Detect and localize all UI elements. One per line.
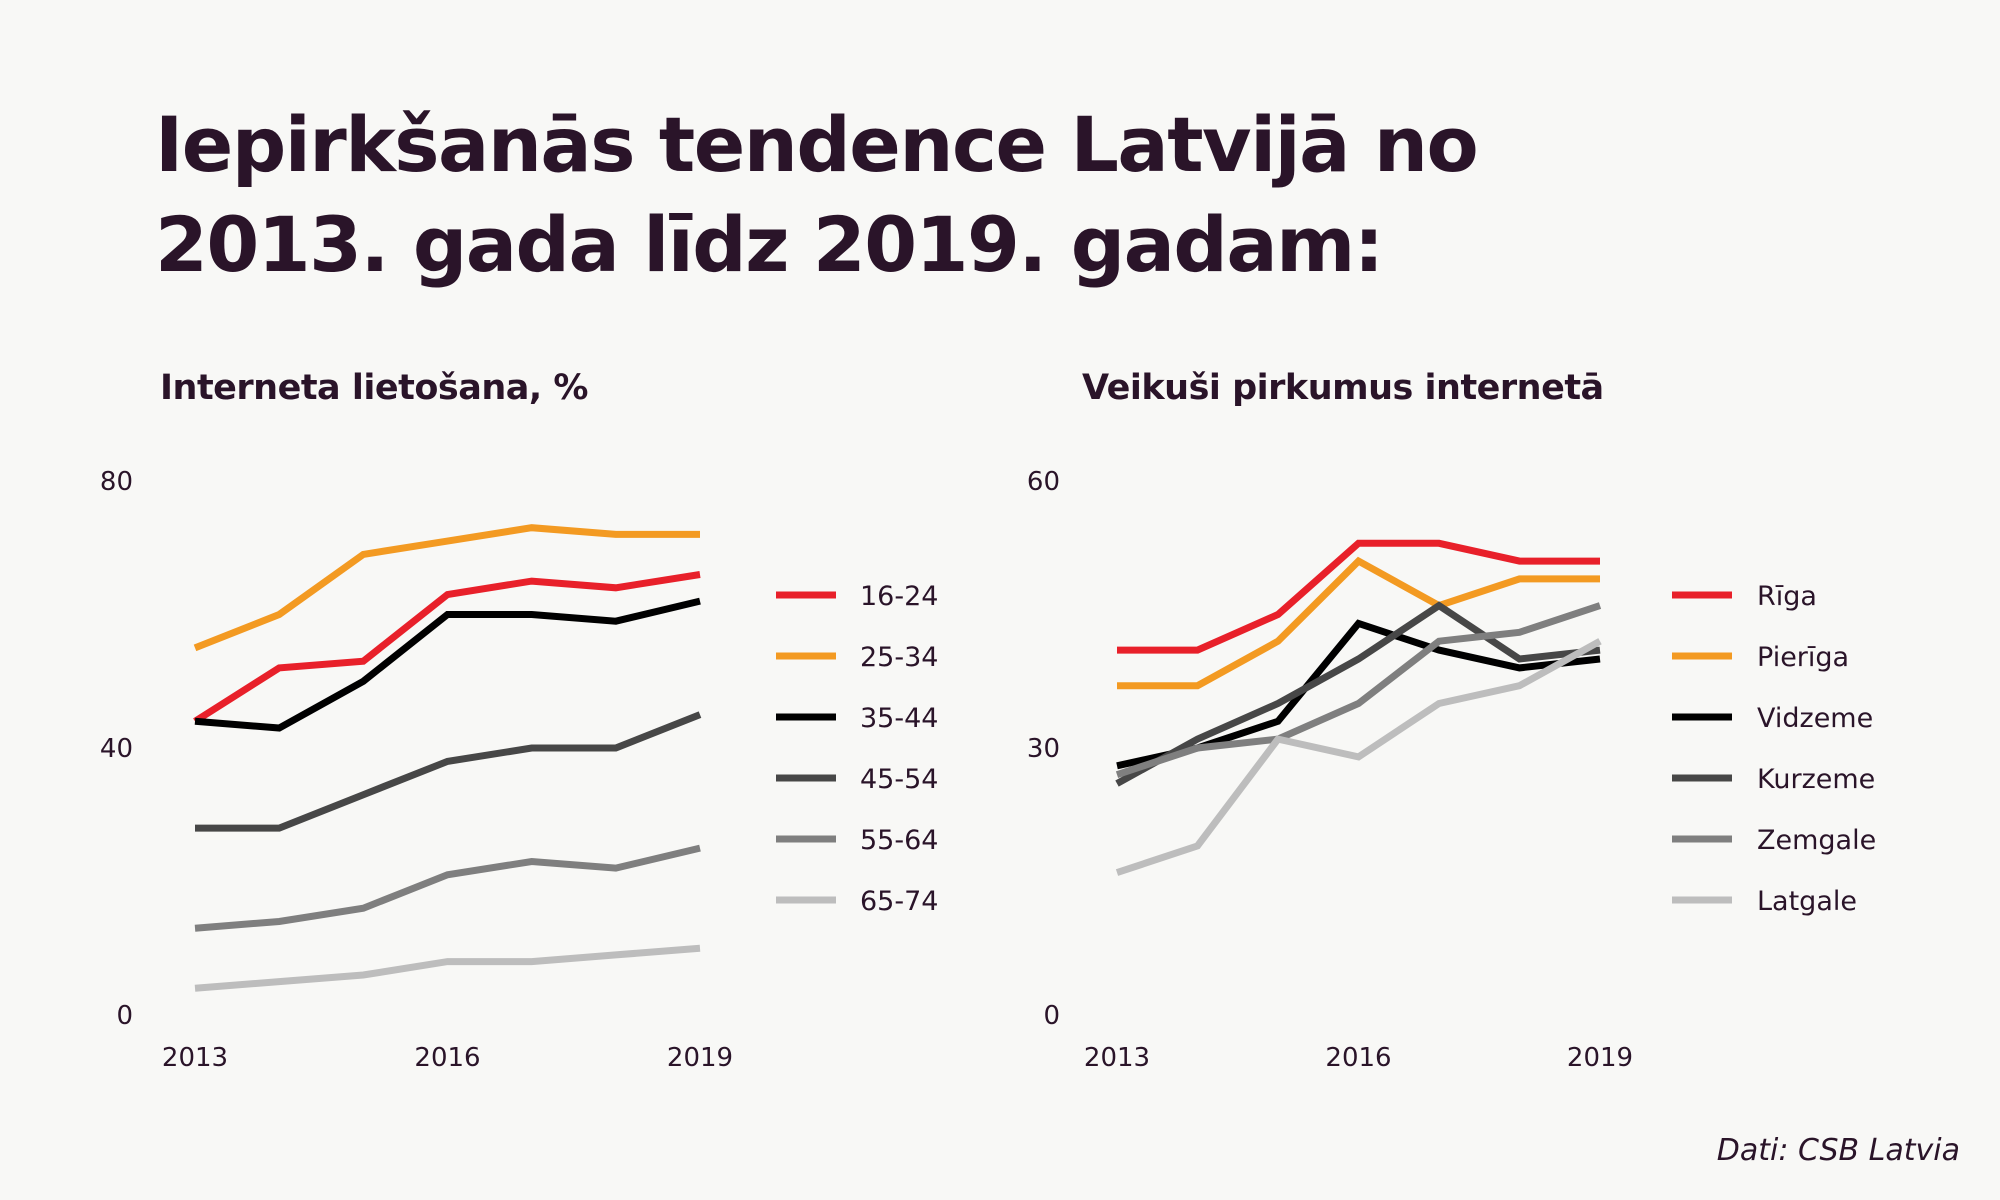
right-chart-title: Veikuši pirkumus internetā <box>1082 368 1604 408</box>
left-x-tick-label: 2019 <box>667 1043 733 1073</box>
title-line-2: 2013. gada līdz 2019. gadam: <box>155 200 1384 289</box>
data-source: Dati: CSB Latvia <box>1716 1133 1960 1168</box>
right-legend-label-riga: Rīga <box>1757 581 1817 612</box>
left-x-tick-label: 2016 <box>414 1043 480 1073</box>
left-legend-label-65-74: 65-74 <box>860 886 938 917</box>
right-series-line-zemgale <box>1115 602 1602 779</box>
right-series-line-kurzeme <box>1115 601 1601 787</box>
left-y-tick-label: 40 <box>100 734 133 764</box>
right-legend-label-latgale: Latgale <box>1757 886 1857 917</box>
title-line-1: Iepirkšanās tendence Latvijā no <box>155 100 1479 189</box>
right-legend-label-pieriga: Pierīga <box>1757 642 1849 673</box>
left-series-line-55-64 <box>194 844 701 932</box>
right-series-line-pieriga <box>1117 556 1600 690</box>
right-legend-label-kurzeme: Kurzeme <box>1757 764 1875 795</box>
right-y-tick-label: 60 <box>1027 467 1060 497</box>
left-chart-title: Interneta lietošana, % <box>160 368 588 408</box>
right-y-tick-label: 0 <box>1043 1001 1060 1031</box>
left-legend-label-45-54: 45-54 <box>860 764 938 795</box>
left-legend-label-55-64: 55-64 <box>860 825 938 856</box>
left-y-tick-label: 0 <box>116 1001 133 1031</box>
right-legend-label-vidzeme: Vidzeme <box>1757 703 1873 734</box>
right-series-line-latgale <box>1115 638 1602 876</box>
left-series-line-35-44 <box>194 597 701 732</box>
left-legend-label-35-44: 35-44 <box>860 703 938 734</box>
left-series-line-45-54 <box>195 711 702 832</box>
left-series-line-16-24 <box>193 571 701 725</box>
left-x-tick-label: 2013 <box>162 1043 228 1073</box>
right-y-tick-label: 30 <box>1027 734 1060 764</box>
right-x-tick-label: 2013 <box>1084 1043 1150 1073</box>
page-title: Iepirkšanās tendence Latvijā no 2013. ga… <box>155 95 1479 295</box>
left-series-line-25-34 <box>193 524 700 652</box>
left-legend-label-25-34: 25-34 <box>860 642 938 673</box>
right-x-tick-label: 2019 <box>1567 1043 1633 1073</box>
left-series-line-65-74 <box>194 944 701 992</box>
left-legend-label-16-24: 16-24 <box>860 581 938 612</box>
right-series-line-riga <box>1117 539 1600 654</box>
left-y-tick-label: 80 <box>100 467 133 497</box>
right-x-tick-label: 2016 <box>1325 1043 1391 1073</box>
right-legend-label-zemgale: Zemgale <box>1757 825 1876 856</box>
